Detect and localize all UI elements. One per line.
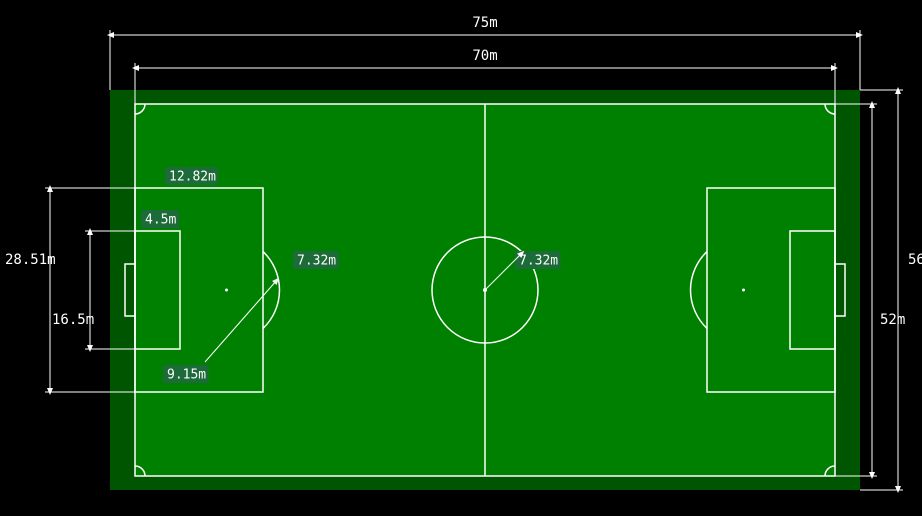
svg-text:70m: 70m [472,48,497,64]
svg-text:7.32m: 7.32m [297,254,336,269]
svg-text:12.82m: 12.82m [169,170,216,185]
svg-text:75m: 75m [472,15,497,31]
svg-text:4.5m: 4.5m [145,213,176,228]
svg-text:9.15m: 9.15m [167,368,206,383]
svg-text:28.51m: 28.51m [5,252,56,268]
svg-text:7.32m: 7.32m [519,254,558,269]
svg-text:52m: 52m [880,312,905,328]
penalty-spot-left [225,289,228,292]
pitch-diagram: 75m 70m 56m 52m 28.51m 16.5m 12.82m 4.5m 9.15m 7.… [0,0,922,516]
svg-text:56m: 56m [908,252,922,268]
penalty-spot-right [742,289,745,292]
svg-text:16.5m: 16.5m [52,312,94,328]
